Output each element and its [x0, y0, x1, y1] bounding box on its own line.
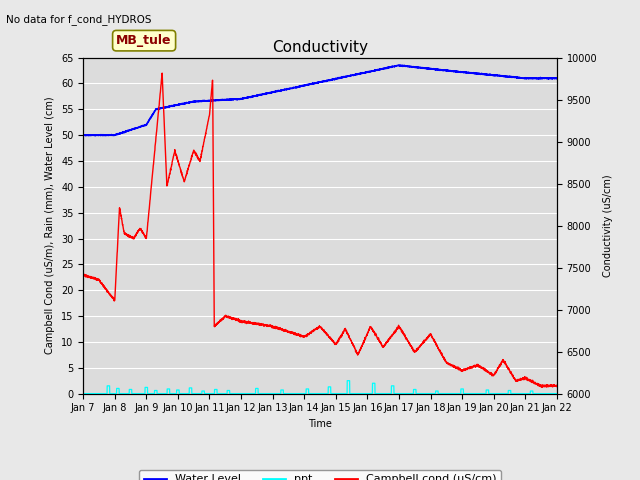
- Y-axis label: Campbell Cond (uS/m), Rain (mm), Water Level (cm): Campbell Cond (uS/m), Rain (mm), Water L…: [45, 97, 56, 354]
- X-axis label: Time: Time: [308, 419, 332, 429]
- Legend: Water Level, ppt, Campbell cond (uS/cm): Water Level, ppt, Campbell cond (uS/cm): [140, 470, 500, 480]
- Title: Conductivity: Conductivity: [272, 40, 368, 55]
- Text: No data for f_cond_HYDROS: No data for f_cond_HYDROS: [6, 14, 152, 25]
- Text: MB_tule: MB_tule: [116, 34, 172, 47]
- Y-axis label: Conductivity (uS/cm): Conductivity (uS/cm): [603, 174, 612, 277]
